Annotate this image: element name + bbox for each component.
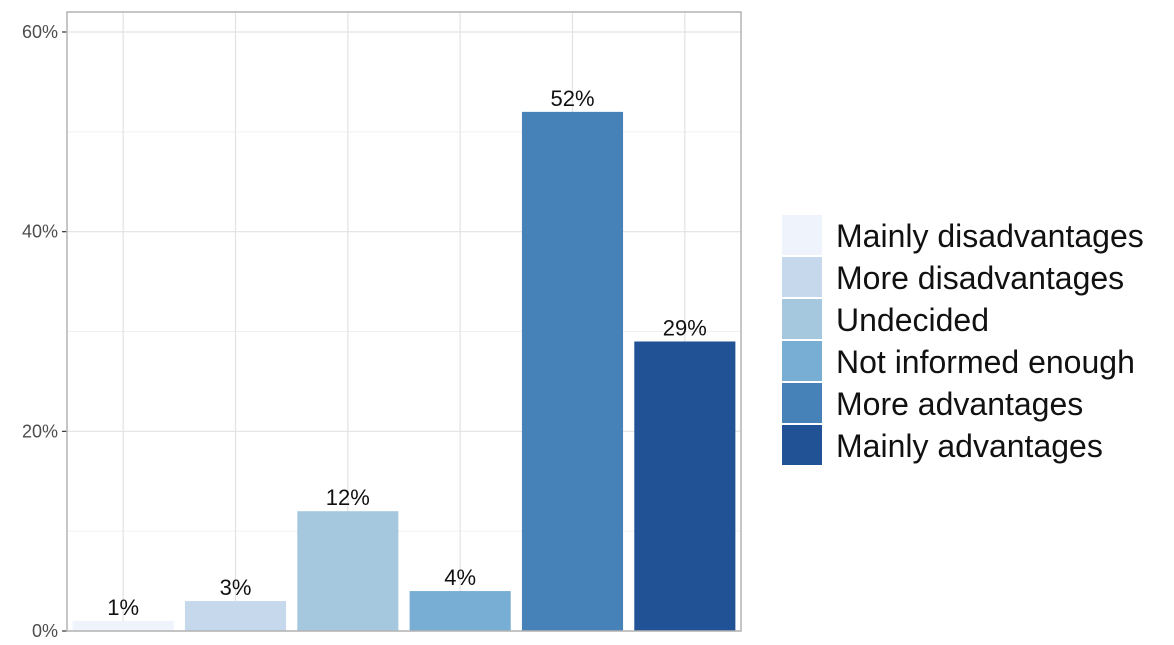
bar-value-label: 12% (326, 485, 370, 510)
bar-2 (184, 601, 287, 631)
bars (72, 111, 736, 631)
legend-label: Not informed enough (836, 344, 1135, 380)
legend-swatch (782, 425, 822, 465)
plot-panel-border (66, 11, 742, 632)
legend-swatch (782, 215, 822, 255)
bar-value-label: 29% (663, 315, 707, 340)
bar-value-label: 52% (550, 86, 594, 111)
bar-4 (409, 591, 511, 631)
y-axis: 0% 20% 40% 60% (22, 22, 67, 641)
legend-swatch (782, 299, 822, 339)
legend-swatch (782, 257, 822, 297)
legend-swatch (782, 383, 822, 423)
legend-swatch (782, 341, 822, 381)
legend-label: More advantages (836, 386, 1083, 422)
bar-3 (297, 511, 399, 631)
legend-label: Mainly disadvantages (836, 218, 1144, 254)
bar-value-label: 4% (444, 565, 476, 590)
bar-6 (634, 341, 736, 631)
bar-1 (72, 621, 174, 631)
y-tick-label: 0% (32, 621, 58, 641)
legend-label: Undecided (836, 302, 989, 338)
bar-value-label: 3% (220, 575, 252, 600)
legend-label: More disadvantages (836, 260, 1124, 296)
data-labels: 1% 3% 12% 4% 52% 29% (107, 86, 707, 620)
bar-value-label: 1% (107, 595, 139, 620)
bar-5 (521, 111, 624, 631)
legend-label: Mainly advantages (836, 428, 1103, 464)
y-tick-label: 40% (22, 222, 58, 242)
legend: Mainly disadvantages More disadvantages Un… (782, 215, 1144, 465)
y-tick-label: 60% (22, 22, 58, 42)
y-tick-label: 20% (22, 421, 58, 441)
